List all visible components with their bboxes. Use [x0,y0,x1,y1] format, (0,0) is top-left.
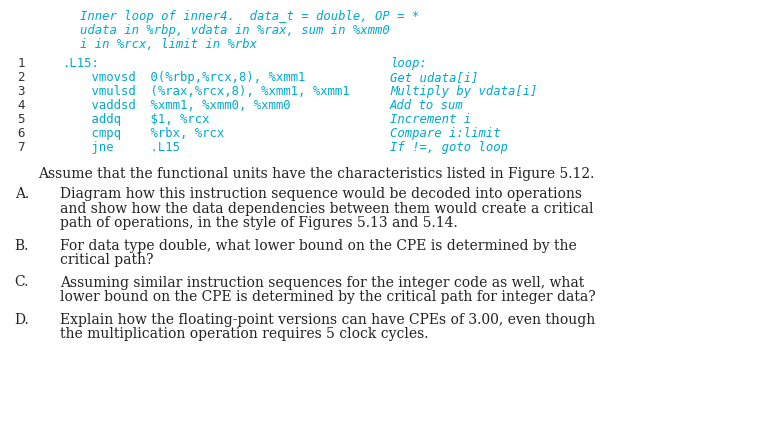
Text: Increment i: Increment i [390,113,471,126]
Text: critical path?: critical path? [60,253,154,267]
Text: Assuming similar instruction sequences for the integer code as well, what: Assuming similar instruction sequences f… [60,275,584,289]
Text: 1: 1 [18,57,25,70]
Text: Inner loop of inner4.  data_t = double, OP = *: Inner loop of inner4. data_t = double, O… [80,10,419,23]
Text: 3: 3 [18,85,25,98]
Text: Assume that the functional units have the characteristics listed in Figure 5.12.: Assume that the functional units have th… [38,167,594,181]
Text: loop:: loop: [390,57,427,70]
Text: D.: D. [15,313,29,327]
Text: i in %rcx, limit in %rbx: i in %rcx, limit in %rbx [80,38,257,51]
Text: Compare i:limit: Compare i:limit [390,127,501,140]
Text: vaddsd  %xmm1, %xmm0, %xmm0: vaddsd %xmm1, %xmm0, %xmm0 [62,99,290,112]
Text: .L15:: .L15: [62,57,99,70]
Text: Get udata[i]: Get udata[i] [390,71,478,84]
Text: addq    $1, %rcx: addq $1, %rcx [62,113,210,126]
Text: Diagram how this instruction sequence would be decoded into operations: Diagram how this instruction sequence wo… [60,187,582,201]
Text: lower bound on the CPE is determined by the critical path for integer data?: lower bound on the CPE is determined by … [60,290,596,304]
Text: and show how the data dependencies between them would create a critical: and show how the data dependencies betwe… [60,201,594,215]
Text: path of operations, in the style of Figures 5.13 and 5.14.: path of operations, in the style of Figu… [60,216,458,230]
Text: udata in %rbp, vdata in %rax, sum in %xmm0: udata in %rbp, vdata in %rax, sum in %xm… [80,24,389,37]
Text: 2: 2 [18,71,25,84]
Text: If !=, goto loop: If !=, goto loop [390,141,508,154]
Text: 7: 7 [18,141,25,154]
Text: 6: 6 [18,127,25,140]
Text: jne     .L15: jne .L15 [62,141,180,154]
Text: A.: A. [15,187,29,201]
Text: B.: B. [15,239,29,253]
Text: C.: C. [15,275,29,289]
Text: Add to sum: Add to sum [390,99,464,112]
Text: 5: 5 [18,113,25,126]
Text: vmulsd  (%rax,%rcx,8), %xmm1, %xmm1: vmulsd (%rax,%rcx,8), %xmm1, %xmm1 [62,85,349,98]
Text: 4: 4 [18,99,25,112]
Text: Explain how the floating-point versions can have CPEs of 3.00, even though: Explain how the floating-point versions … [60,313,595,327]
Text: cmpq    %rbx, %rcx: cmpq %rbx, %rcx [62,127,224,140]
Text: vmovsd  0(%rbp,%rcx,8), %xmm1: vmovsd 0(%rbp,%rcx,8), %xmm1 [62,71,306,84]
Text: For data type double, what lower bound on the CPE is determined by the: For data type double, what lower bound o… [60,239,577,253]
Text: the multiplication operation requires 5 clock cycles.: the multiplication operation requires 5 … [60,327,429,341]
Text: Multiply by vdata[i]: Multiply by vdata[i] [390,85,538,98]
